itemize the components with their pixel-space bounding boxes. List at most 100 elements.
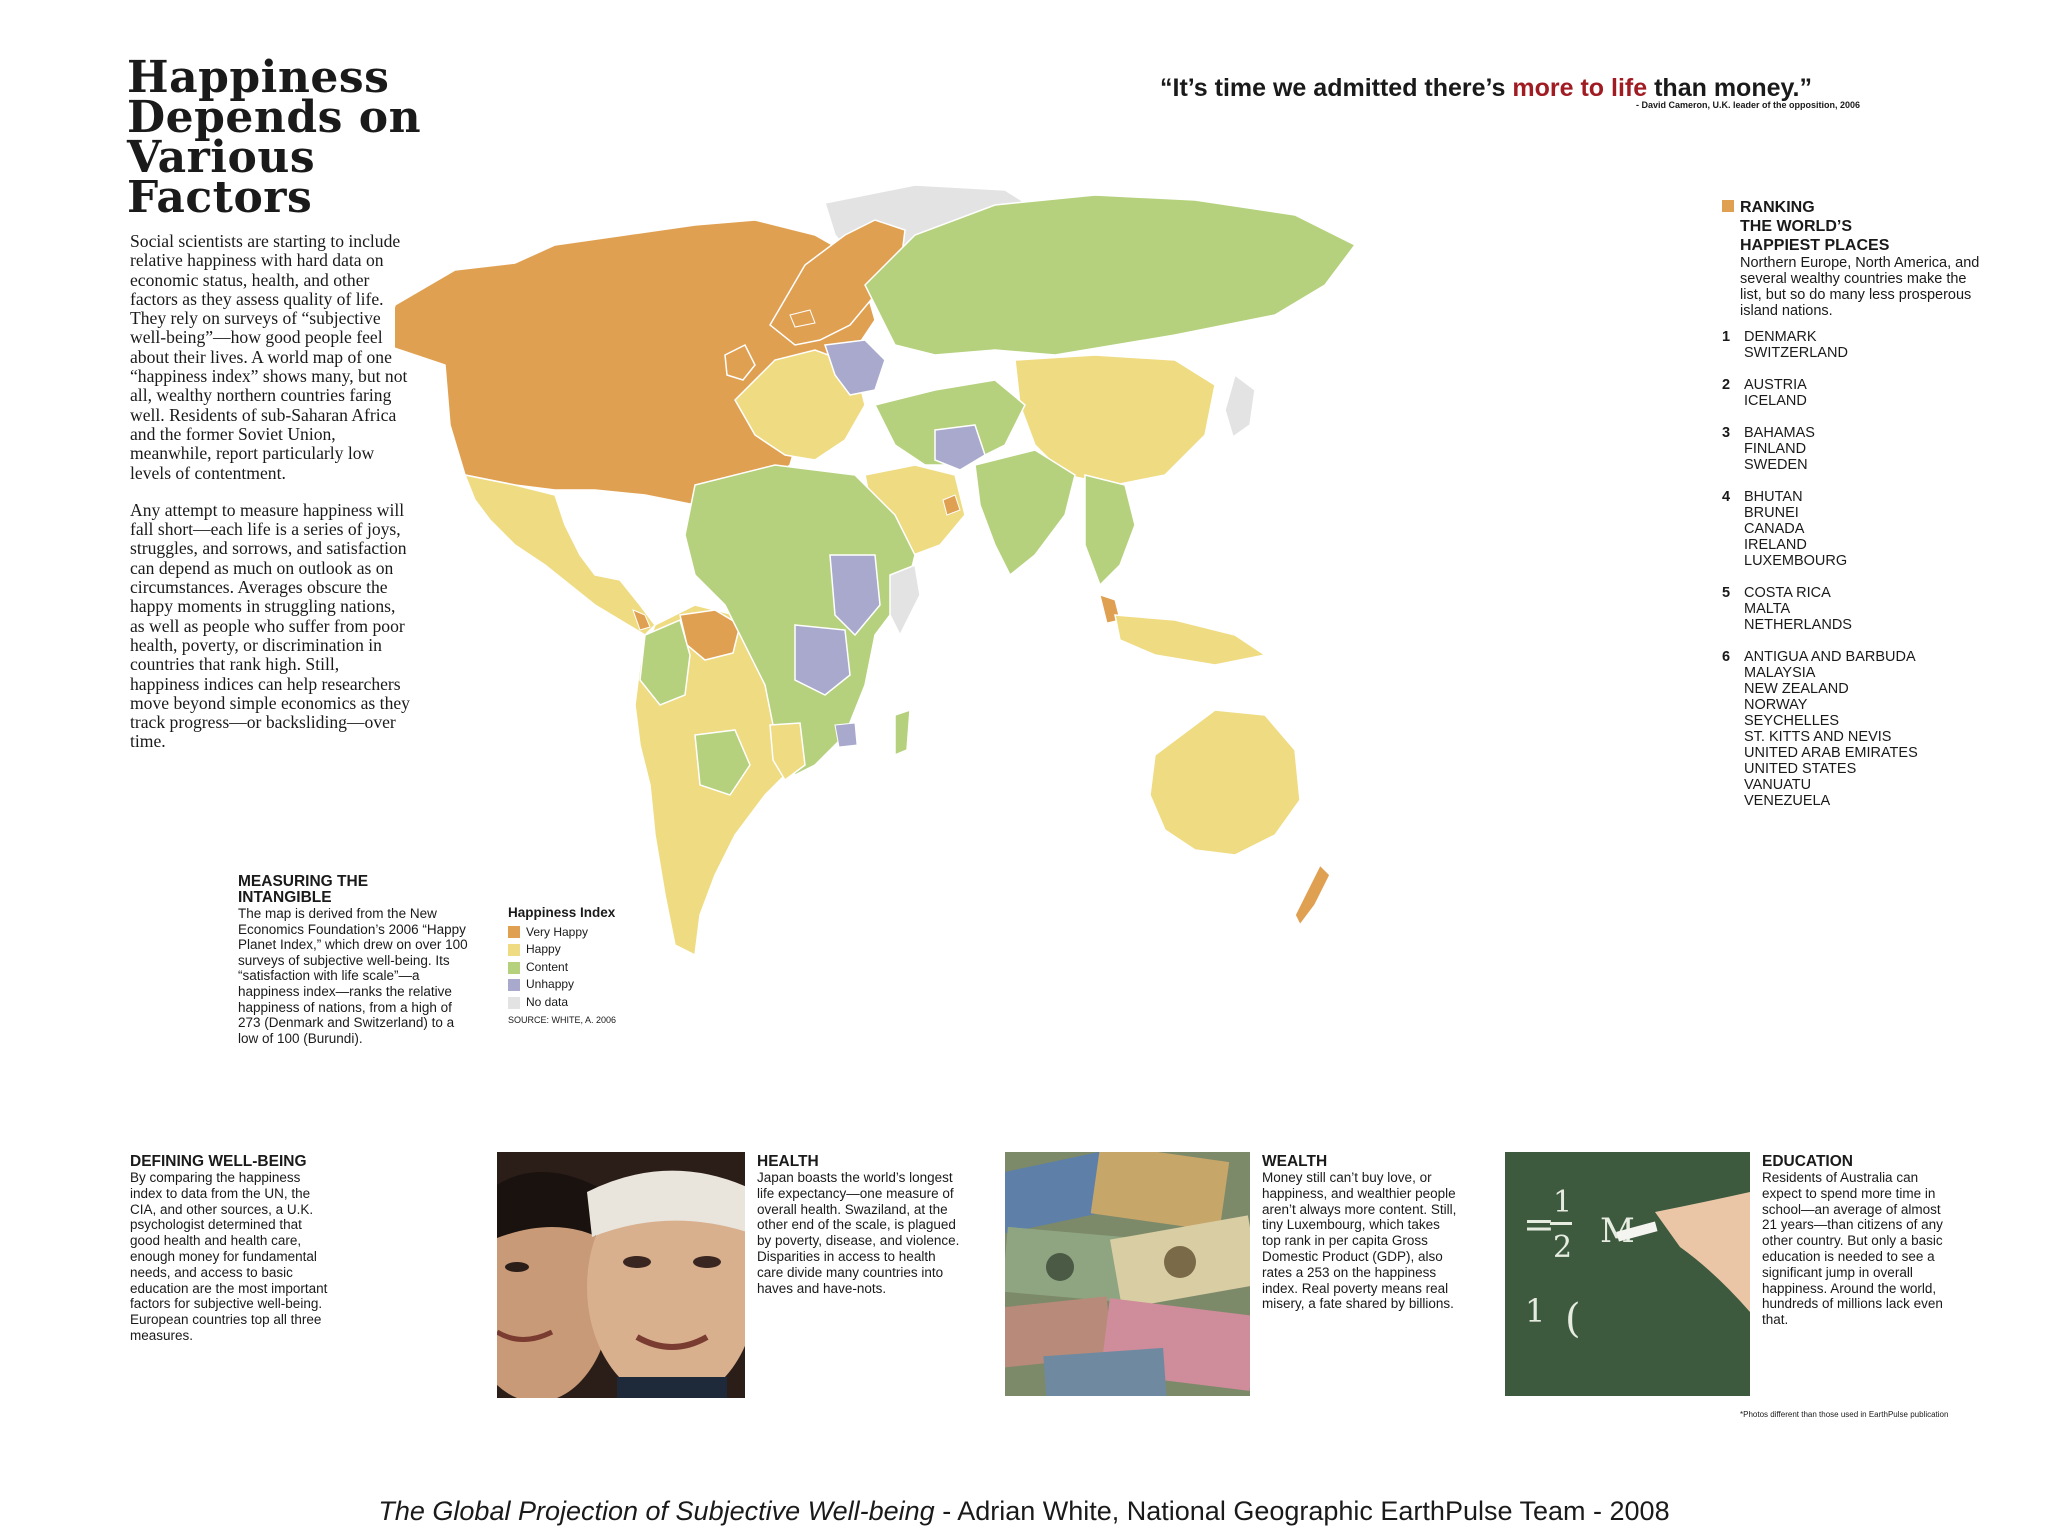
ranking-country: IRELAND bbox=[1744, 537, 1807, 553]
region-central-asia bbox=[873, 379, 1026, 466]
measuring-heading: MEASURING THE bbox=[238, 873, 369, 890]
svg-text:=: = bbox=[1523, 1202, 1555, 1246]
ranking-country: FINLAND bbox=[1744, 441, 1807, 457]
quote-text: “It’s time we admitted there’s bbox=[1160, 74, 1513, 102]
ranking-country: MALTA bbox=[1744, 601, 1791, 617]
ranking-country: BRUNEI bbox=[1744, 505, 1799, 521]
region-western-europe bbox=[734, 349, 866, 461]
ranking-country: LUXEMBOURG bbox=[1744, 553, 1848, 569]
ranking-country: NORWAY bbox=[1744, 697, 1808, 713]
region-somalia bbox=[889, 563, 921, 637]
education-section: EDUCATION Residents of Australia can exp… bbox=[1762, 1154, 1952, 1328]
ranking-heading-line: RANKING bbox=[1740, 199, 1815, 216]
ranking-number: 1 bbox=[1722, 329, 1731, 345]
title-line: Various bbox=[127, 132, 316, 183]
legend-swatch bbox=[508, 943, 520, 956]
education-body: Residents of Australia can expect to spe… bbox=[1762, 1170, 1943, 1328]
legend-swatch bbox=[508, 979, 520, 992]
region-australia bbox=[1149, 709, 1301, 856]
ranking-country: SWEDEN bbox=[1744, 457, 1808, 473]
legend-label: Content bbox=[526, 959, 569, 974]
svg-text:1: 1 bbox=[1525, 1292, 1545, 1330]
ranking-number: 2 bbox=[1722, 377, 1731, 393]
ranking-description: Northern Europe, North America, and seve… bbox=[1740, 255, 1980, 319]
region-colombia bbox=[639, 618, 691, 706]
region-ireland-uk bbox=[724, 343, 756, 381]
ranking-country: ICELAND bbox=[1744, 393, 1807, 409]
ranking-heading: RANKING bbox=[1722, 198, 1992, 217]
ranking-country: ANTIGUA AND BARBUDA bbox=[1744, 649, 1916, 665]
ranking-country: AUSTRIA bbox=[1744, 377, 1807, 393]
intro-paragraph: Any attempt to measure happiness will fa… bbox=[130, 499, 410, 752]
ranking-panel: RANKING THE WORLD’S HAPPIEST PLACES Nort… bbox=[1722, 198, 1992, 825]
svg-text:(: ( bbox=[1565, 1296, 1581, 1342]
region-madagascar bbox=[894, 708, 911, 757]
legend-title: Happiness Index bbox=[508, 905, 616, 920]
title-line: Depends on bbox=[127, 92, 422, 143]
quote-highlight: more to life bbox=[1512, 74, 1648, 102]
region-east-asia bbox=[1014, 354, 1216, 486]
page-title: Happiness Depends on Various Factors bbox=[127, 56, 422, 220]
ranking-country: UNITED ARAB EMIRATES bbox=[1744, 745, 1918, 761]
measuring-body: The map is derived from the New Economic… bbox=[238, 906, 468, 1046]
measuring-section: MEASURING THE INTANGIBLE The map is deri… bbox=[238, 874, 468, 1046]
region-africa-unhappy-central bbox=[794, 624, 851, 696]
elderly-faces-image bbox=[497, 1152, 745, 1398]
quote-attribution: - David Cameron, U.K. leader of the oppo… bbox=[1635, 100, 1860, 110]
ranking-country: SWITZERLAND bbox=[1744, 345, 1848, 361]
ranking-country: NEW ZEALAND bbox=[1744, 681, 1849, 697]
region-southeast-asia bbox=[1084, 474, 1136, 587]
ranking-countries: DENMARK SWITZERLAND bbox=[1744, 329, 1848, 361]
ranking-countries: BHUTAN BRUNEI CANADA IRELAND LUXEMBOURG bbox=[1744, 489, 1847, 569]
ranking-group: 6 ANTIGUA AND BARBUDA MALAYSIA NEW ZEALAND N… bbox=[1722, 649, 1992, 809]
wealth-body: Money still can’t buy love, or happiness… bbox=[1262, 1170, 1457, 1312]
ranking-list: 1 DENMARK SWITZERLAND 2 AUSTRIA ICELAND 3 BAHAM… bbox=[1722, 329, 1992, 809]
caption-credit: - Adrian White, National Geographic Eart… bbox=[934, 1496, 1670, 1526]
education-heading: EDUCATION bbox=[1762, 1153, 1853, 1170]
legend-label: Very Happy bbox=[526, 924, 589, 939]
intro-paragraph: Social scientists are starting to includ… bbox=[130, 231, 408, 483]
legend-source: SOURCE: WHITE, A. 2006 bbox=[508, 1014, 617, 1025]
ranking-group: 5 COSTA RICA MALTA NETHERLANDS bbox=[1722, 585, 1992, 633]
defining-section: DEFINING WELL-BEING By comparing the hap… bbox=[130, 1154, 335, 1344]
ranking-group: 2 AUSTRIA ICELAND bbox=[1722, 377, 1992, 409]
region-new-zealand bbox=[1294, 863, 1331, 927]
image-caption: The Global Projection of Subjective Well… bbox=[0, 1496, 2048, 1527]
world-map bbox=[395, 184, 1357, 957]
ranking-country: BAHAMAS bbox=[1744, 425, 1815, 441]
ranking-countries: COSTA RICA MALTA NETHERLANDS bbox=[1744, 585, 1852, 633]
legend-items: Very Happy Happy Content Unhappy No data bbox=[508, 924, 616, 1012]
region-namibia bbox=[769, 722, 806, 782]
ranking-country: NETHERLANDS bbox=[1744, 617, 1852, 633]
map-legend: Happiness Index Very Happy Happy Content Un… bbox=[508, 904, 616, 1029]
legend-label: Unhappy bbox=[526, 977, 575, 992]
health-photo bbox=[497, 1152, 745, 1398]
legend-item: Unhappy bbox=[508, 976, 616, 994]
ranking-countries: ANTIGUA AND BARBUDA MALAYSIA NEW ZEALAND NO… bbox=[1744, 649, 1918, 809]
region-madeira-iceland bbox=[789, 309, 816, 328]
defining-heading: DEFINING WELL-BEING bbox=[130, 1153, 307, 1170]
wealth-section: WEALTH Money still can’t buy love, or ha… bbox=[1262, 1154, 1462, 1312]
ranking-number: 5 bbox=[1722, 585, 1731, 601]
ranking-number: 6 bbox=[1722, 649, 1731, 665]
ranking-country: VANUATU bbox=[1744, 777, 1812, 793]
region-costa-rica bbox=[632, 609, 651, 631]
legend-label: Happy bbox=[526, 942, 561, 957]
ranking-country: ST. KITTS AND NEVIS bbox=[1744, 729, 1892, 745]
region-russia bbox=[864, 194, 1357, 356]
defining-body: By comparing the happiness index to data… bbox=[130, 1170, 328, 1343]
ranking-number: 4 bbox=[1722, 489, 1731, 505]
ranking-group: 1 DENMARK SWITZERLAND bbox=[1722, 329, 1992, 361]
chalkboard-image: = 1 2 M 1 ( bbox=[1505, 1152, 1750, 1396]
legend-item: Very Happy bbox=[508, 924, 616, 942]
ranking-number: 3 bbox=[1722, 425, 1731, 441]
education-photo: = 1 2 M 1 ( bbox=[1505, 1152, 1750, 1396]
legend-label: No data bbox=[526, 994, 569, 1009]
region-eastern-europe bbox=[823, 339, 886, 396]
quote: “It’s time we admitted there’s more to l… bbox=[1160, 74, 1812, 103]
banknotes-image bbox=[1005, 1152, 1250, 1396]
region-africa bbox=[684, 464, 916, 777]
region-africa-unhappy-south bbox=[834, 722, 858, 748]
ranking-square-icon bbox=[1722, 200, 1734, 212]
ranking-heading-line: HAPPIEST PLACES bbox=[1740, 237, 1890, 254]
